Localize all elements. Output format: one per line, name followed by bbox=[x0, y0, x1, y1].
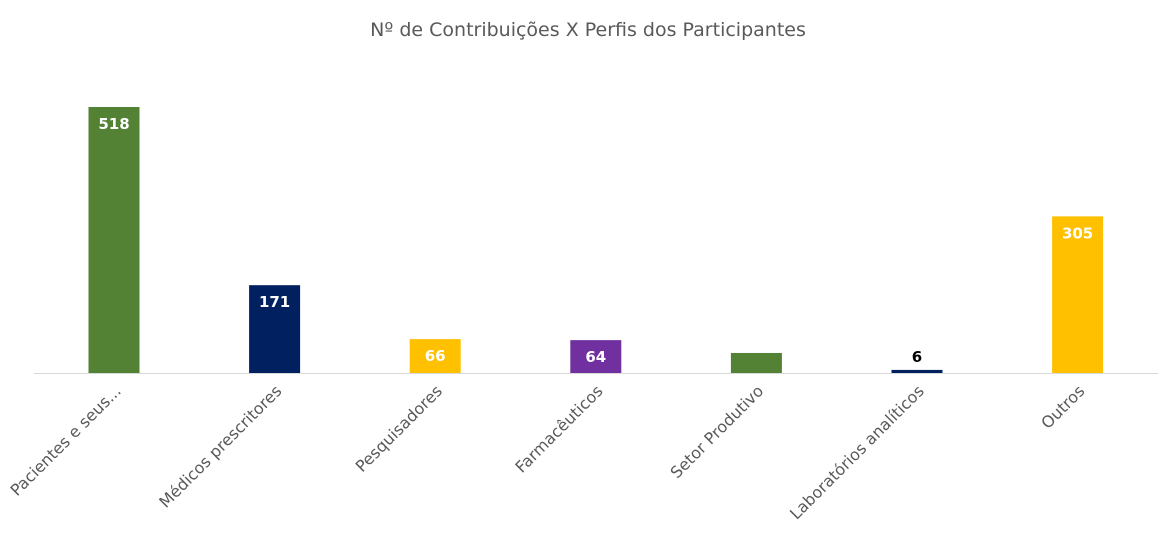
bar bbox=[730, 352, 782, 373]
bar bbox=[891, 369, 943, 373]
data-label: 305 bbox=[1062, 224, 1093, 242]
data-label: 39 bbox=[746, 331, 767, 349]
x-tick-label: Médicos prescritores bbox=[155, 381, 285, 511]
x-tick-label: Pesquisadores bbox=[352, 381, 446, 475]
data-label: 518 bbox=[98, 115, 129, 133]
x-tick-label: Outros bbox=[1037, 381, 1088, 432]
bar bbox=[249, 285, 301, 373]
data-label: 6 bbox=[912, 348, 922, 366]
data-label: 64 bbox=[585, 348, 606, 366]
chart-title: Nº de Contribuições X Perfis dos Partici… bbox=[370, 19, 806, 41]
bar bbox=[88, 107, 140, 373]
x-tick-label: Laboratórios analíticos bbox=[786, 381, 928, 523]
x-tick-label: Farmacêuticos bbox=[511, 381, 606, 476]
bar bbox=[409, 339, 461, 373]
bar bbox=[1052, 216, 1104, 373]
x-tick-label: Setor Produtivo bbox=[667, 381, 768, 482]
data-label: 171 bbox=[259, 293, 290, 311]
bar bbox=[570, 340, 622, 373]
x-tick-label: Pacientes e seus... bbox=[6, 381, 124, 499]
data-label: 66 bbox=[425, 347, 446, 365]
